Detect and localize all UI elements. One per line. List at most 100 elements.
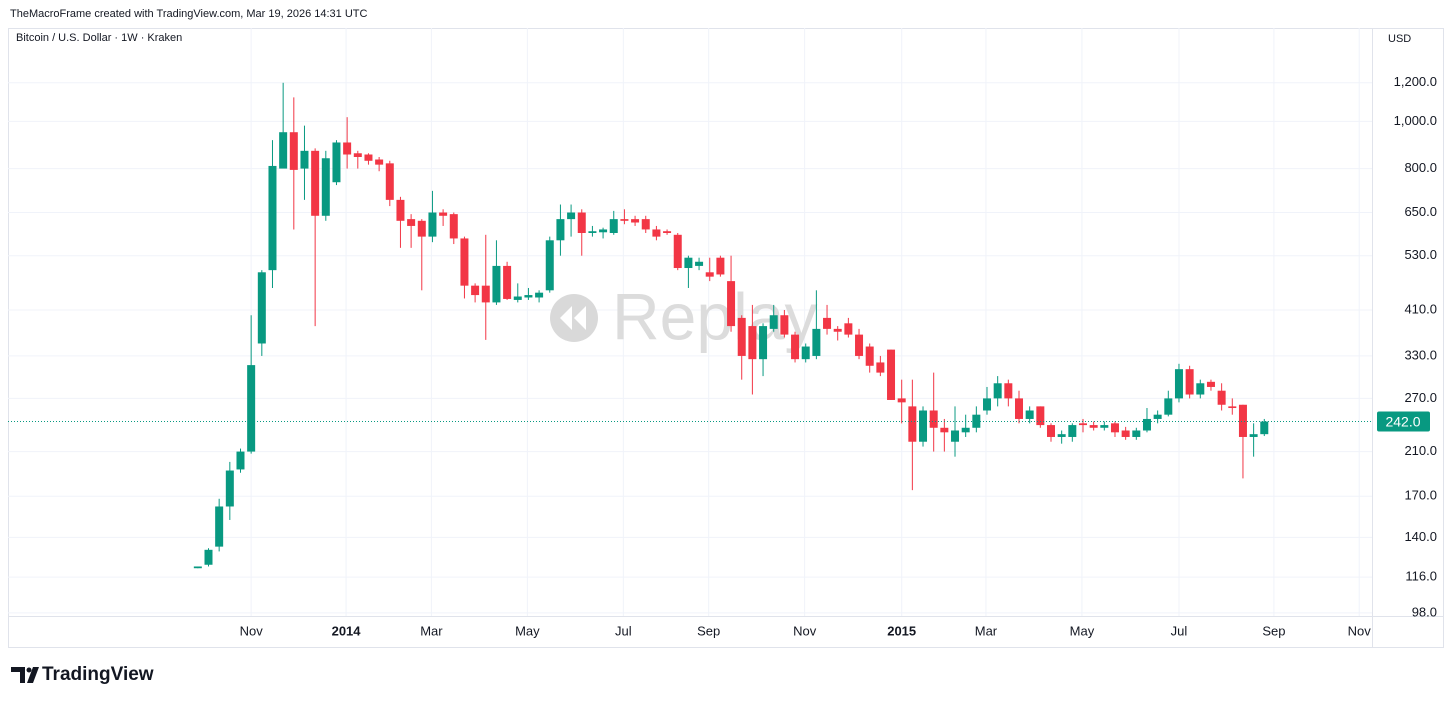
candle-body xyxy=(1260,421,1269,435)
candle-body xyxy=(759,326,768,360)
candle-body xyxy=(471,285,480,296)
candle-body xyxy=(1217,390,1226,405)
currency: USD xyxy=(1388,33,1411,45)
candle-body xyxy=(780,315,789,335)
candle-body xyxy=(567,212,576,220)
y-tick-label: 650.0 xyxy=(1404,204,1437,219)
candles xyxy=(193,82,1269,569)
y-tick-label: 140.0 xyxy=(1404,529,1437,544)
y-tick-label: 170.0 xyxy=(1404,488,1437,503)
x-tick-label: Sep xyxy=(1262,623,1285,638)
candle-body xyxy=(364,154,373,161)
x-tick-label: 2014 xyxy=(332,623,362,638)
candle-body xyxy=(908,406,917,442)
candle-body xyxy=(993,383,1002,399)
candle-body xyxy=(983,398,992,411)
candle-body xyxy=(215,506,224,547)
candle-body xyxy=(1206,381,1215,387)
candle-body xyxy=(1068,425,1077,437)
candle-body xyxy=(1110,423,1119,433)
x-tick-label: Nov xyxy=(240,623,264,638)
candle-body xyxy=(652,229,661,237)
candle-body xyxy=(588,231,597,233)
candle-body xyxy=(1036,406,1045,426)
candle-body xyxy=(524,295,533,298)
candle-body xyxy=(1025,410,1034,419)
x-tick-label: Sep xyxy=(697,623,720,638)
candle-body xyxy=(684,257,693,269)
candle-body xyxy=(1089,425,1098,428)
candle-body xyxy=(929,410,938,428)
candle-body xyxy=(417,220,426,237)
candle-body xyxy=(940,427,949,433)
y-tick-label: 410.0 xyxy=(1404,301,1437,316)
x-tick-label: May xyxy=(1070,623,1095,638)
candle-body xyxy=(535,292,544,298)
candle-body xyxy=(247,365,256,452)
candle-body xyxy=(737,317,746,356)
candle-body xyxy=(1004,383,1013,399)
candle-body xyxy=(727,281,736,327)
candle-body xyxy=(556,219,565,241)
x-tick-label: May xyxy=(515,623,540,638)
candle-body xyxy=(919,410,928,442)
x-tick-label: Mar xyxy=(420,623,443,638)
logo: TradingView xyxy=(11,664,154,685)
candle-body xyxy=(1100,425,1109,428)
watermark-icon xyxy=(560,306,586,330)
candle-body xyxy=(695,261,704,266)
y-tick-label: 98.0 xyxy=(1412,604,1437,619)
symbol-title: Bitcoin / U.S. Dollar · 1W · Kraken xyxy=(16,32,182,44)
candle-body xyxy=(1238,404,1247,437)
candle-body xyxy=(663,231,672,233)
candle-body xyxy=(375,159,384,165)
x-tick-label: Jul xyxy=(615,623,632,638)
candle-body xyxy=(343,142,352,155)
candle-body xyxy=(279,132,288,169)
candle-body xyxy=(1057,434,1066,437)
candle-body xyxy=(855,334,864,356)
candle-body xyxy=(1249,434,1258,437)
candle-body xyxy=(961,427,970,433)
candle-body xyxy=(268,165,277,271)
candle-body xyxy=(492,265,501,303)
candle-body xyxy=(1046,425,1055,437)
candle-body xyxy=(385,163,394,200)
candle-body xyxy=(449,214,458,239)
candle-body xyxy=(887,349,896,400)
logo-icon xyxy=(11,667,39,683)
y-tick-label: 116.0 xyxy=(1405,569,1437,584)
candle-body xyxy=(769,315,778,329)
candle-body xyxy=(1078,423,1087,426)
candle-body xyxy=(1142,418,1151,431)
candle-body xyxy=(1121,430,1130,437)
candle-body xyxy=(311,150,320,216)
candle-body xyxy=(577,212,586,233)
candle-body xyxy=(407,219,416,226)
candle-body xyxy=(1228,406,1237,409)
candle-body xyxy=(673,234,682,269)
grid xyxy=(8,28,1372,616)
brand: TradingView xyxy=(42,664,154,685)
y-tick-label: 270.0 xyxy=(1404,390,1437,405)
candle-body xyxy=(897,398,906,403)
candle-body xyxy=(748,326,757,360)
last-price-label: 242.0 xyxy=(1385,413,1420,429)
header: TheMacroFrame created with TradingView.c… xyxy=(10,8,368,20)
candle-body xyxy=(1132,430,1141,437)
last-price-box xyxy=(1377,411,1430,432)
candle-body xyxy=(876,362,885,373)
candle-body xyxy=(791,334,800,360)
x-tick-label: 2015 xyxy=(887,623,916,638)
candle-body xyxy=(545,240,554,291)
frame xyxy=(8,28,1444,648)
candle-body xyxy=(1174,369,1183,399)
candle-body xyxy=(812,328,821,356)
candle-body xyxy=(705,272,714,277)
candle-body xyxy=(225,470,234,507)
candle-body xyxy=(1153,414,1162,419)
candle-body xyxy=(1164,398,1173,415)
candle-body xyxy=(1196,383,1205,395)
